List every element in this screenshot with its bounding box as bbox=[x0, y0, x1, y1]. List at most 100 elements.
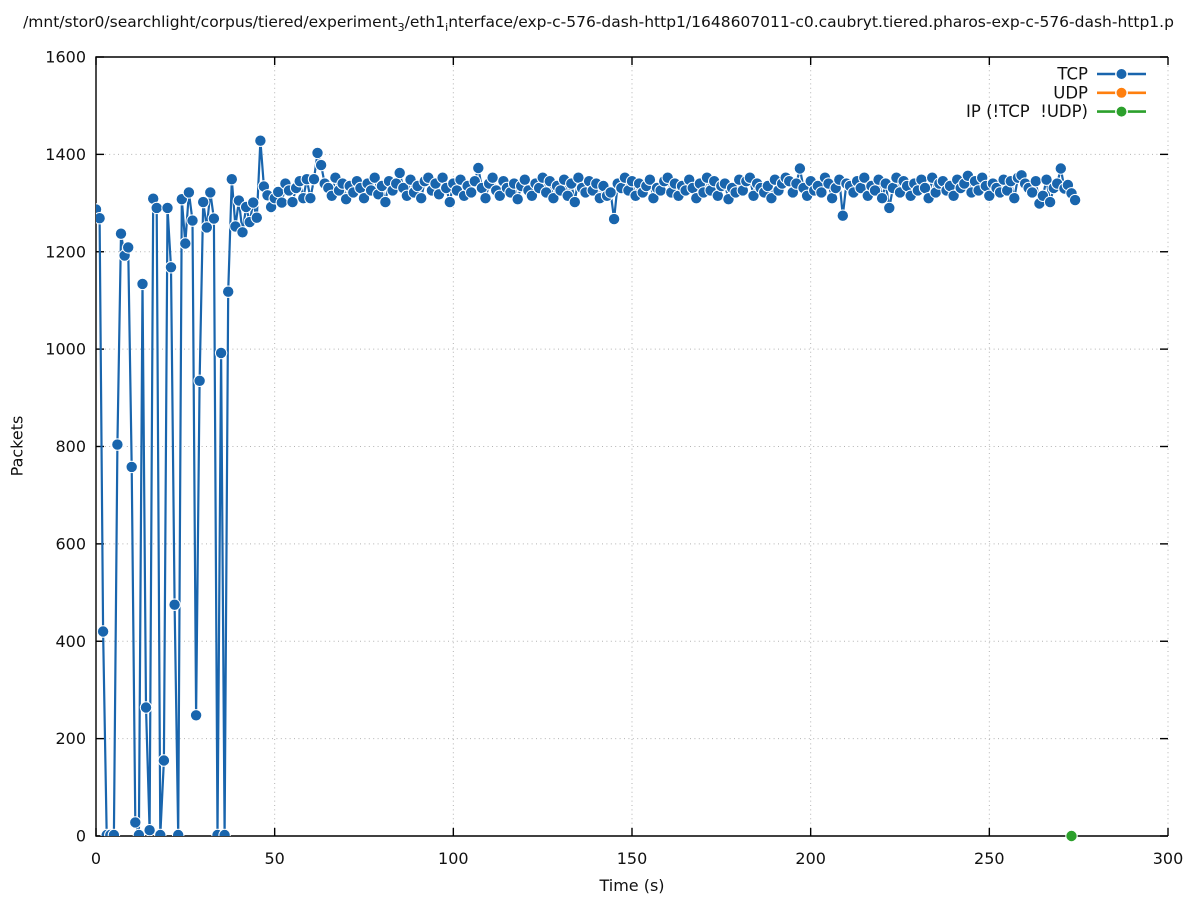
legend-label-ip: IP (!TCP !UDP) bbox=[966, 102, 1088, 121]
y-tick-label: 1600 bbox=[45, 48, 86, 67]
data-point-tcp bbox=[311, 146, 324, 160]
data-point-tcp bbox=[858, 171, 871, 184]
x-axis-label: Time (s) bbox=[599, 876, 665, 895]
data-point-tcp bbox=[765, 192, 778, 205]
data-point-tcp bbox=[825, 192, 839, 205]
chart-title: /mnt/stor0/searchlight/corpus/tiered/exp… bbox=[0, 13, 1197, 35]
data-point-tcp bbox=[918, 181, 932, 195]
data-point-tcp bbox=[172, 828, 185, 836]
data-point-tcp bbox=[472, 161, 485, 175]
data-point-tcp bbox=[465, 186, 478, 199]
data-point-tcp bbox=[114, 227, 128, 240]
x-tick-label: 250 bbox=[974, 849, 1005, 868]
y-tick-label: 1200 bbox=[45, 242, 86, 261]
data-point-tcp bbox=[186, 214, 199, 227]
data-point-tcp bbox=[204, 186, 217, 199]
data-point-tcp bbox=[96, 625, 110, 638]
data-point-tcp bbox=[200, 221, 214, 234]
x-tick-label: 100 bbox=[438, 849, 469, 868]
x-tick-label: 200 bbox=[795, 849, 826, 868]
data-point-tcp bbox=[1008, 192, 1021, 205]
y-tick-label: 1400 bbox=[45, 145, 86, 164]
data-point-tcp bbox=[547, 192, 560, 205]
data-point-tcp bbox=[643, 173, 657, 186]
title-subscript: 3 bbox=[397, 21, 405, 35]
data-point-tcp bbox=[572, 171, 585, 184]
data-point-tcp bbox=[150, 201, 163, 215]
data-point-tcp bbox=[122, 241, 135, 254]
legend-marker-tcp bbox=[1115, 67, 1128, 81]
y-tick-label: 800 bbox=[55, 437, 86, 456]
data-point-tcp bbox=[415, 192, 428, 205]
data-point-tcp bbox=[815, 186, 828, 199]
data-point-tcp bbox=[139, 701, 153, 714]
data-point-tcp bbox=[161, 201, 174, 215]
legend-marker-udp bbox=[1115, 86, 1128, 100]
y-tick-label: 600 bbox=[55, 534, 86, 553]
data-point-tcp bbox=[250, 211, 263, 224]
data-point-tcp bbox=[393, 166, 406, 180]
data-point-tcp bbox=[357, 192, 371, 205]
data-point-tcp bbox=[164, 261, 178, 274]
data-point-tcp bbox=[883, 201, 896, 215]
title-text: /eth1 bbox=[404, 13, 446, 31]
data-point-tcp bbox=[143, 824, 156, 836]
legend-label-udp: UDP bbox=[1053, 83, 1088, 102]
data-point-tcp bbox=[189, 709, 203, 722]
data-point-tcp bbox=[436, 171, 449, 184]
data-point-tcp bbox=[518, 173, 531, 186]
data-point-tcp bbox=[1068, 193, 1082, 207]
data-point-tcp bbox=[111, 438, 124, 451]
data-point-tcp bbox=[1040, 173, 1053, 186]
data-point-tcp bbox=[129, 816, 142, 829]
data-point-tcp bbox=[136, 277, 149, 291]
data-point-tcp bbox=[179, 237, 192, 250]
data-point-tcp bbox=[568, 195, 581, 209]
series-tcp bbox=[96, 134, 1082, 836]
data-point-tcp bbox=[96, 212, 106, 225]
y-tick-label: 0 bbox=[76, 827, 86, 846]
data-point-tcp bbox=[207, 212, 221, 225]
title-subscript: i bbox=[445, 21, 449, 35]
data-point-tcp bbox=[793, 162, 807, 175]
data-point-tcp bbox=[947, 189, 960, 203]
data-point-tcp bbox=[1043, 195, 1057, 209]
data-point-tcp bbox=[247, 196, 260, 209]
y-tick-label: 400 bbox=[55, 632, 86, 651]
data-point-tcp bbox=[193, 374, 206, 387]
data-point-tcp bbox=[1054, 162, 1068, 175]
data-point-tcp bbox=[486, 171, 499, 184]
x-tick-label: 150 bbox=[617, 849, 648, 868]
data-point-tcp bbox=[168, 598, 181, 611]
data-point-ip bbox=[1065, 829, 1078, 843]
data-point-tcp bbox=[275, 196, 288, 209]
x-tick-label: 0 bbox=[91, 849, 101, 868]
legend-marker-ip bbox=[1115, 105, 1128, 119]
title-text: /mnt/stor0/searchlight/corpus/tiered/exp… bbox=[23, 13, 398, 31]
data-point-tcp bbox=[479, 192, 492, 205]
data-point-tcp bbox=[368, 171, 381, 184]
legend-entry-tcp: TCP bbox=[1056, 65, 1146, 84]
x-tick-label: 50 bbox=[264, 849, 284, 868]
data-point-tcp bbox=[443, 195, 456, 209]
data-point-tcp bbox=[222, 285, 235, 298]
legend-label-tcp: TCP bbox=[1056, 65, 1088, 84]
data-point-tcp bbox=[157, 754, 171, 767]
data-point-tcp bbox=[107, 828, 121, 836]
data-point-tcp bbox=[379, 195, 392, 209]
data-point-tcp bbox=[254, 134, 267, 147]
data-point-tcp bbox=[132, 828, 146, 836]
y-axis-label: Packets bbox=[7, 415, 27, 477]
data-point-tcp bbox=[875, 192, 889, 205]
data-point-tcp bbox=[197, 195, 210, 209]
y-tick-label: 1000 bbox=[45, 340, 86, 359]
legend-entry-ip: IP (!TCP !UDP) bbox=[966, 102, 1146, 121]
data-point-tcp bbox=[1026, 186, 1039, 199]
data-point-tcp bbox=[525, 189, 539, 203]
data-point-tcp bbox=[214, 346, 228, 360]
data-point-tcp bbox=[236, 226, 249, 239]
x-tick-label: 300 bbox=[1153, 849, 1184, 868]
legend-entry-udp: UDP bbox=[1053, 83, 1146, 102]
